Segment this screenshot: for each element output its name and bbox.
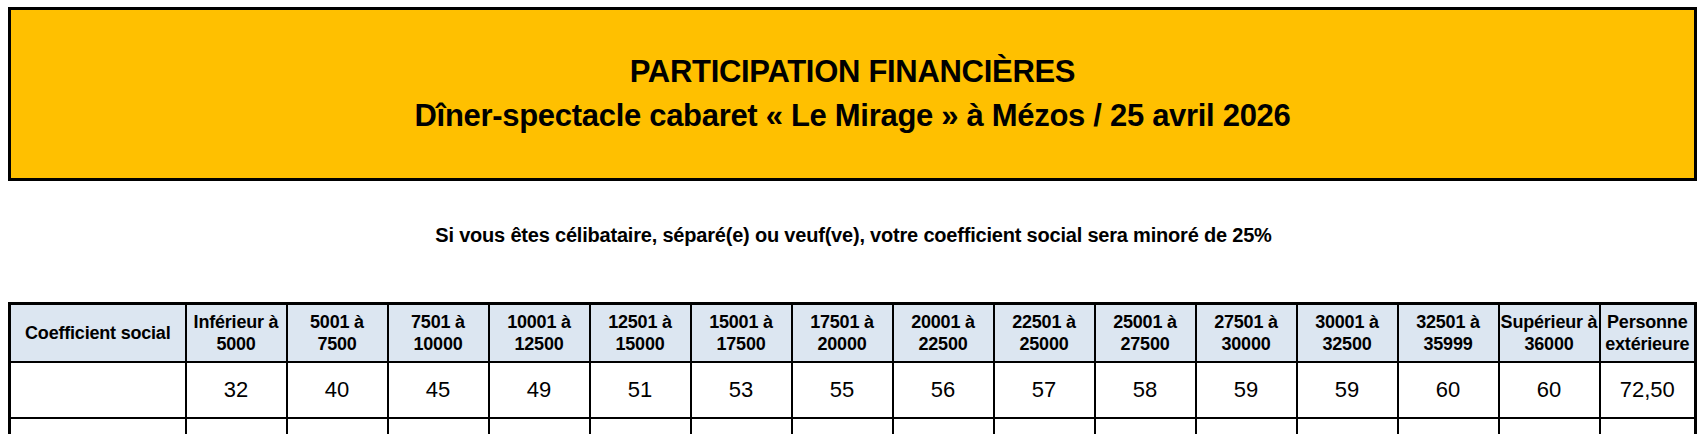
value-cell: 32 bbox=[186, 362, 287, 418]
empty-cell bbox=[10, 418, 186, 434]
coefficient-table: Coefficient social Inférieur à 5000 5001… bbox=[8, 302, 1697, 434]
value-cell: 49 bbox=[489, 362, 590, 418]
table-header-row: Coefficient social Inférieur à 5000 5001… bbox=[10, 304, 1696, 362]
value-cell: 56 bbox=[893, 362, 994, 418]
empty-cell bbox=[1600, 418, 1696, 434]
value-cell: 40 bbox=[287, 362, 388, 418]
empty-cell bbox=[489, 418, 590, 434]
column-header: Supérieur à 36000 bbox=[1499, 304, 1600, 362]
value-cell: 60 bbox=[1398, 362, 1499, 418]
value-cell: 59 bbox=[1196, 362, 1297, 418]
value-cell: 55 bbox=[792, 362, 893, 418]
empty-cell bbox=[1196, 418, 1297, 434]
empty-cell bbox=[287, 418, 388, 434]
empty-cell bbox=[792, 418, 893, 434]
banner-subtitle: Dîner-spectacle cabaret « Le Mirage » à … bbox=[415, 94, 1291, 138]
empty-cell bbox=[893, 418, 994, 434]
corner-header-cell: Coefficient social bbox=[10, 304, 186, 362]
column-header: 10001 à 12500 bbox=[489, 304, 590, 362]
column-header: 25001 à 27500 bbox=[1095, 304, 1196, 362]
column-header: 20001 à 22500 bbox=[893, 304, 994, 362]
empty-cell bbox=[1297, 418, 1398, 434]
empty-cell bbox=[994, 418, 1095, 434]
empty-cell bbox=[186, 418, 287, 434]
table-values-row: 32 40 45 49 51 53 55 56 57 58 59 59 60 6… bbox=[10, 362, 1696, 418]
empty-cell bbox=[388, 418, 489, 434]
value-cell: 60 bbox=[1499, 362, 1600, 418]
value-cell: 57 bbox=[994, 362, 1095, 418]
value-cell: 53 bbox=[691, 362, 792, 418]
value-cell: 58 bbox=[1095, 362, 1196, 418]
column-header: 32501 à 35999 bbox=[1398, 304, 1499, 362]
column-header: 17501 à 20000 bbox=[792, 304, 893, 362]
column-header: 27501 à 30000 bbox=[1196, 304, 1297, 362]
discount-note: Si vous êtes célibataire, séparé(e) ou v… bbox=[0, 224, 1707, 247]
empty-cell bbox=[1095, 418, 1196, 434]
banner-title: PARTICIPATION FINANCIÈRES bbox=[630, 50, 1075, 94]
coefficient-input-cell[interactable] bbox=[10, 362, 186, 418]
column-header: 7501 à 10000 bbox=[388, 304, 489, 362]
table-row-partial bbox=[10, 418, 1696, 434]
coefficient-table-wrapper: Coefficient social Inférieur à 5000 5001… bbox=[8, 302, 1697, 434]
column-header: 5001 à 7500 bbox=[287, 304, 388, 362]
empty-cell bbox=[1499, 418, 1600, 434]
empty-cell bbox=[590, 418, 691, 434]
empty-cell bbox=[1398, 418, 1499, 434]
column-header: 12501 à 15000 bbox=[590, 304, 691, 362]
empty-cell bbox=[691, 418, 792, 434]
column-header: 30001 à 32500 bbox=[1297, 304, 1398, 362]
value-cell: 72,50 bbox=[1600, 362, 1696, 418]
column-header: 22501 à 25000 bbox=[994, 304, 1095, 362]
column-header: Personne extérieure bbox=[1600, 304, 1696, 362]
column-header: Inférieur à 5000 bbox=[186, 304, 287, 362]
column-header: 15001 à 17500 bbox=[691, 304, 792, 362]
title-banner: PARTICIPATION FINANCIÈRES Dîner-spectacl… bbox=[8, 7, 1697, 181]
value-cell: 45 bbox=[388, 362, 489, 418]
value-cell: 51 bbox=[590, 362, 691, 418]
value-cell: 59 bbox=[1297, 362, 1398, 418]
